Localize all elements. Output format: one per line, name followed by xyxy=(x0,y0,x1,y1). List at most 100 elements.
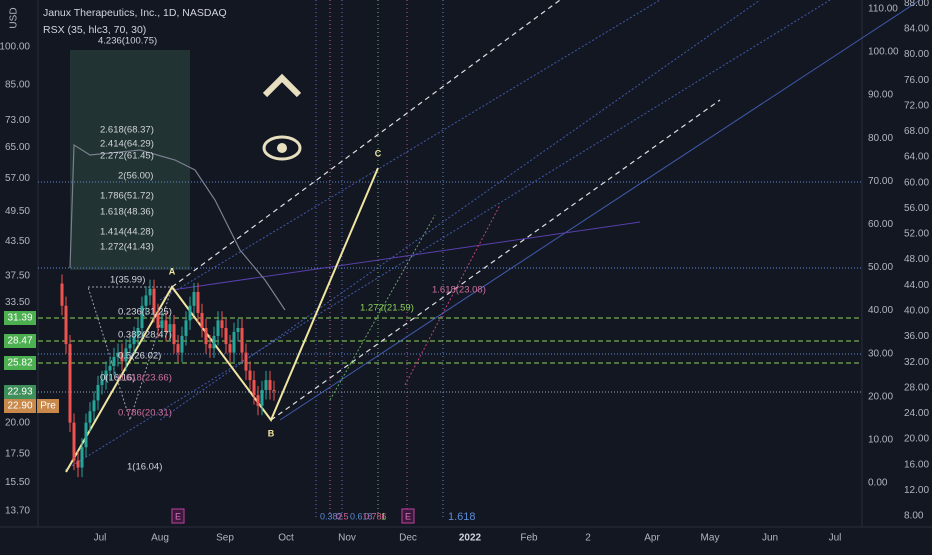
right-axis-2-label: 64.00 xyxy=(904,152,929,163)
fib-retracement-label: 0.618(23.66) xyxy=(118,373,172,384)
fib-extension-label: 2(56.00) xyxy=(118,171,153,182)
candle-body xyxy=(112,356,116,366)
right-axis-1-label: 80.00 xyxy=(868,133,893,144)
candle-body xyxy=(84,422,88,448)
pattern-point: A xyxy=(169,266,176,276)
fib-extension-label: 1.272(41.43) xyxy=(100,242,154,253)
right-axis-2-label: 48.00 xyxy=(904,254,929,265)
right-axis-2-label: 16.00 xyxy=(904,459,929,470)
right-axis-2-label: 8.00 xyxy=(904,511,924,522)
candle-body xyxy=(152,288,156,313)
time-fib-label: 0.786 xyxy=(364,511,387,521)
candle-body xyxy=(116,352,120,357)
projection-label: 1.618(23.08) xyxy=(432,285,486,296)
candle-body xyxy=(100,380,104,386)
right-axis-2-label: 68.00 xyxy=(904,126,929,137)
time-axis-label: Nov xyxy=(338,533,356,544)
fib-retracement-label: 1(16.04) xyxy=(127,462,162,473)
time-fib-label: 0.5 xyxy=(336,511,349,521)
time-axis-label: 2 xyxy=(585,533,591,544)
price-tag-label: 22.90 xyxy=(7,401,32,412)
right-axis-2-label: 32.00 xyxy=(904,357,929,368)
event-marker xyxy=(401,508,415,524)
candle-body xyxy=(128,344,132,349)
fib-extension-label: 2.414(64.29) xyxy=(100,139,154,150)
candle-body xyxy=(216,320,220,336)
right-axis-1-label: 10.00 xyxy=(868,435,893,446)
left-axis-label: 13.70 xyxy=(5,506,30,517)
price-tag-label: 31.39 xyxy=(7,313,32,324)
candle-body xyxy=(256,395,260,406)
price-tag-label: 25.82 xyxy=(7,358,32,369)
left-axis-label: 100.00 xyxy=(0,42,30,53)
price-tag-label: 22.93 xyxy=(7,387,32,398)
right-axis-2-label: 72.00 xyxy=(904,100,929,111)
eye-icon[interactable] xyxy=(262,135,302,161)
right-axis-2-label: 28.00 xyxy=(904,382,929,393)
price-tag xyxy=(4,334,36,348)
right-axis-1-label: 100.00 xyxy=(868,47,899,58)
candle-body xyxy=(244,352,248,371)
candle-body xyxy=(228,344,232,353)
candle-body xyxy=(148,288,152,296)
left-axis-label: 33.50 xyxy=(5,297,30,308)
candle-body xyxy=(236,328,240,332)
price-tag-label: 28.47 xyxy=(7,336,32,347)
candle-body xyxy=(168,324,172,332)
left-axis-label: 73.00 xyxy=(5,115,30,126)
right-axis-2-label: 60.00 xyxy=(904,177,929,188)
candle-body xyxy=(88,411,92,423)
candle-body xyxy=(160,320,164,329)
candle-body xyxy=(196,292,200,313)
currency: USD xyxy=(9,7,20,28)
pattern-point: C xyxy=(375,148,382,158)
right-axis-2-label: 88.00 xyxy=(904,0,929,9)
right-axis-2-label: 40.00 xyxy=(904,306,929,317)
right-axis-1-label: 20.00 xyxy=(868,391,893,402)
right-axis-2-label: 24.00 xyxy=(904,408,929,419)
fib-retracement-label: 0.5(26.02) xyxy=(118,351,161,362)
fib-extension-label: 1.414(44.28) xyxy=(100,227,154,238)
left-axis-label: 17.50 xyxy=(5,448,30,459)
fib-retracement-label: 0(16.16) xyxy=(100,373,135,384)
candle-body xyxy=(180,335,184,353)
candle-body xyxy=(172,324,176,345)
candle-body xyxy=(76,460,80,468)
candle-body xyxy=(224,328,228,345)
candle-body xyxy=(232,331,236,353)
right-axis-1-label: 90.00 xyxy=(868,90,893,101)
candle-body xyxy=(140,305,144,329)
event-marker-label: E xyxy=(175,511,181,521)
abc-pattern xyxy=(65,167,379,473)
left-axis-label: 15.50 xyxy=(5,477,30,488)
price-tag xyxy=(4,399,36,413)
candles xyxy=(60,274,276,478)
channel-lines xyxy=(64,0,921,471)
event-marker-label: E xyxy=(405,511,411,521)
time-fib-label: 1 xyxy=(381,511,386,521)
right-axis-2-label: 56.00 xyxy=(904,203,929,214)
candle-body xyxy=(176,344,180,353)
candle-body xyxy=(104,370,108,381)
up-icon[interactable] xyxy=(262,73,302,98)
right-axis-2-label: 36.00 xyxy=(904,331,929,342)
right-axis-2-label: 44.00 xyxy=(904,280,929,291)
candle-body xyxy=(164,320,168,332)
pattern-point: B xyxy=(268,428,275,438)
right-axis-1-label: 60.00 xyxy=(868,219,893,230)
fib-extension-label: 2.272(61.45) xyxy=(100,151,154,162)
fib-extension-label: 4.236(100.75) xyxy=(98,36,157,47)
symbol-title: Janux Therapeutics, Inc., 1D, NASDAQ xyxy=(43,7,227,19)
right-axis-2-label: 80.00 xyxy=(904,49,929,60)
right-axis-2-label: 84.00 xyxy=(904,23,929,34)
left-axis-label: 43.50 xyxy=(5,236,30,247)
time-axis-label: Jul xyxy=(829,533,842,544)
candle-body xyxy=(248,370,252,381)
time-fib-label: 0.618 xyxy=(350,511,373,521)
fib-extension-label: 1.618(48.36) xyxy=(100,207,154,218)
right-axis-1-label: 110.00 xyxy=(868,4,898,15)
projection-line xyxy=(404,204,501,386)
price-tag xyxy=(4,356,36,370)
candle-body xyxy=(108,365,112,371)
left-axis-label: 85.00 xyxy=(5,80,30,91)
